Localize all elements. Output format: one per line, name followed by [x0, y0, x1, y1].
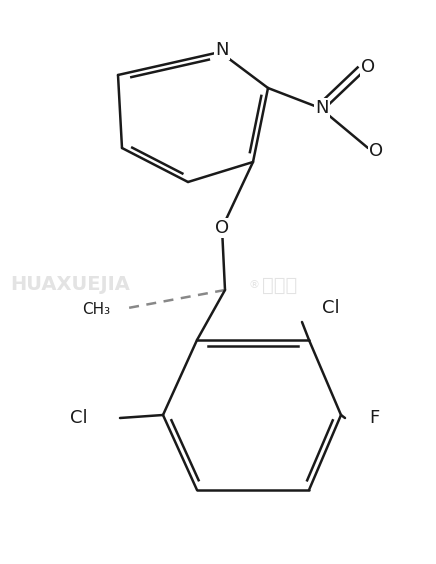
Text: N: N	[215, 41, 229, 59]
Text: CH₃: CH₃	[82, 302, 110, 318]
Text: Cl: Cl	[322, 299, 340, 317]
Text: O: O	[215, 219, 229, 237]
Text: Cl: Cl	[70, 409, 88, 427]
Text: N: N	[315, 99, 329, 117]
Text: HUAXUEJIA: HUAXUEJIA	[10, 275, 130, 294]
Text: 化学加: 化学加	[262, 275, 297, 294]
Text: F: F	[369, 409, 379, 427]
Text: ®: ®	[248, 280, 259, 290]
Text: O: O	[369, 142, 383, 160]
Text: O: O	[361, 58, 375, 76]
